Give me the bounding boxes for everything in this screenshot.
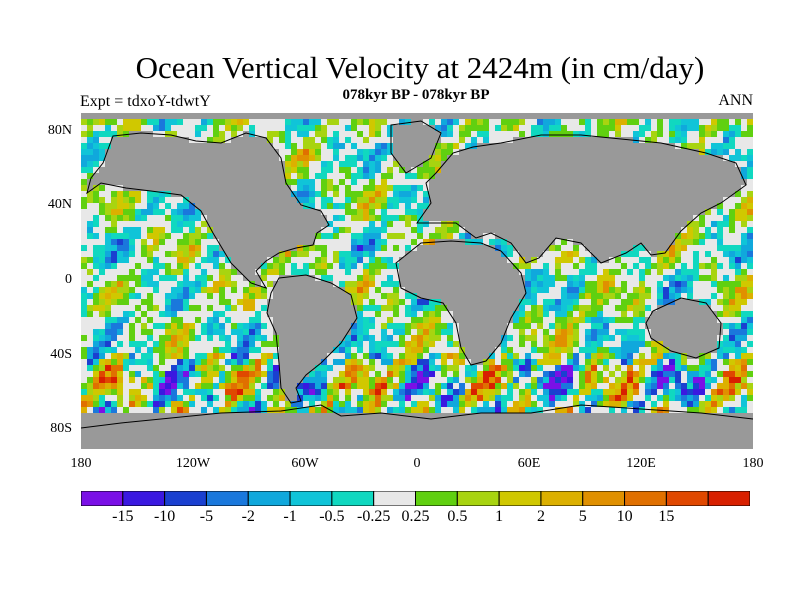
lon-label: 120W [175,456,211,471]
colorbar-swatch [707,491,750,506]
colorbar-swatch [624,491,667,506]
colorbar-swatch [456,491,500,506]
colorbar-label: -5 [199,508,214,525]
map-title: Ocean Vertical Velocity at 2424m (in cm/… [135,50,705,85]
lon-label: 120E [626,456,656,471]
colorbar-label: -0.5 [319,508,345,525]
world-map [81,113,753,449]
colorbar-swatch [122,491,166,506]
colorbar-label: 5 [578,508,587,525]
colorbar-swatch [289,491,333,506]
colorbar-label: -2 [241,508,255,525]
colorbar-label: -10 [153,508,176,525]
lon-label: 60W [291,456,319,471]
colorbar-label: 0.5 [447,508,468,525]
colorbar-label: -15 [112,508,134,525]
colorbar-swatch [665,491,709,506]
colorbar-swatch [540,491,584,506]
colorbar-label: 15 [658,508,675,525]
map-canvas [81,113,753,449]
lon-label: 180 [70,456,92,471]
lat-label: 80S [50,421,72,437]
colorbar-swatch [373,491,416,506]
colorbar-swatch [247,491,291,506]
colorbar [81,491,750,506]
colorbar-swatch [331,491,375,506]
lon-label: 60E [517,456,541,471]
season-label: ANN [718,92,753,109]
colorbar-label: 1 [495,508,504,525]
experiment-label: Expt = tdxoY-tdwtY [80,93,211,110]
lat-label: 40N [47,197,72,213]
lat-label: 80N [47,122,72,138]
colorbar-label: 10 [616,508,633,525]
colorbar-swatch [81,491,124,506]
lon-label: 180 [742,456,764,471]
colorbar-swatch [164,491,207,506]
colorbar-label: -0.25 [357,508,391,525]
colorbar-swatch [415,491,458,506]
coastlines [81,120,753,429]
colorbar-swatch [582,491,626,506]
colorbar-label: 2 [536,508,545,525]
ocean-velocity-field [81,119,753,413]
colorbar-swatch [205,491,249,506]
lat-label: 0 [65,272,72,287]
colorbar-label: 0.25 [401,508,430,525]
colorbar-label: -1 [283,508,297,525]
lon-label: 0 [413,456,421,471]
lat-label: 40S [50,346,72,362]
colorbar-swatch [498,491,542,506]
map-subtitle: 078kyr BP - 078kyr BP [342,87,490,103]
